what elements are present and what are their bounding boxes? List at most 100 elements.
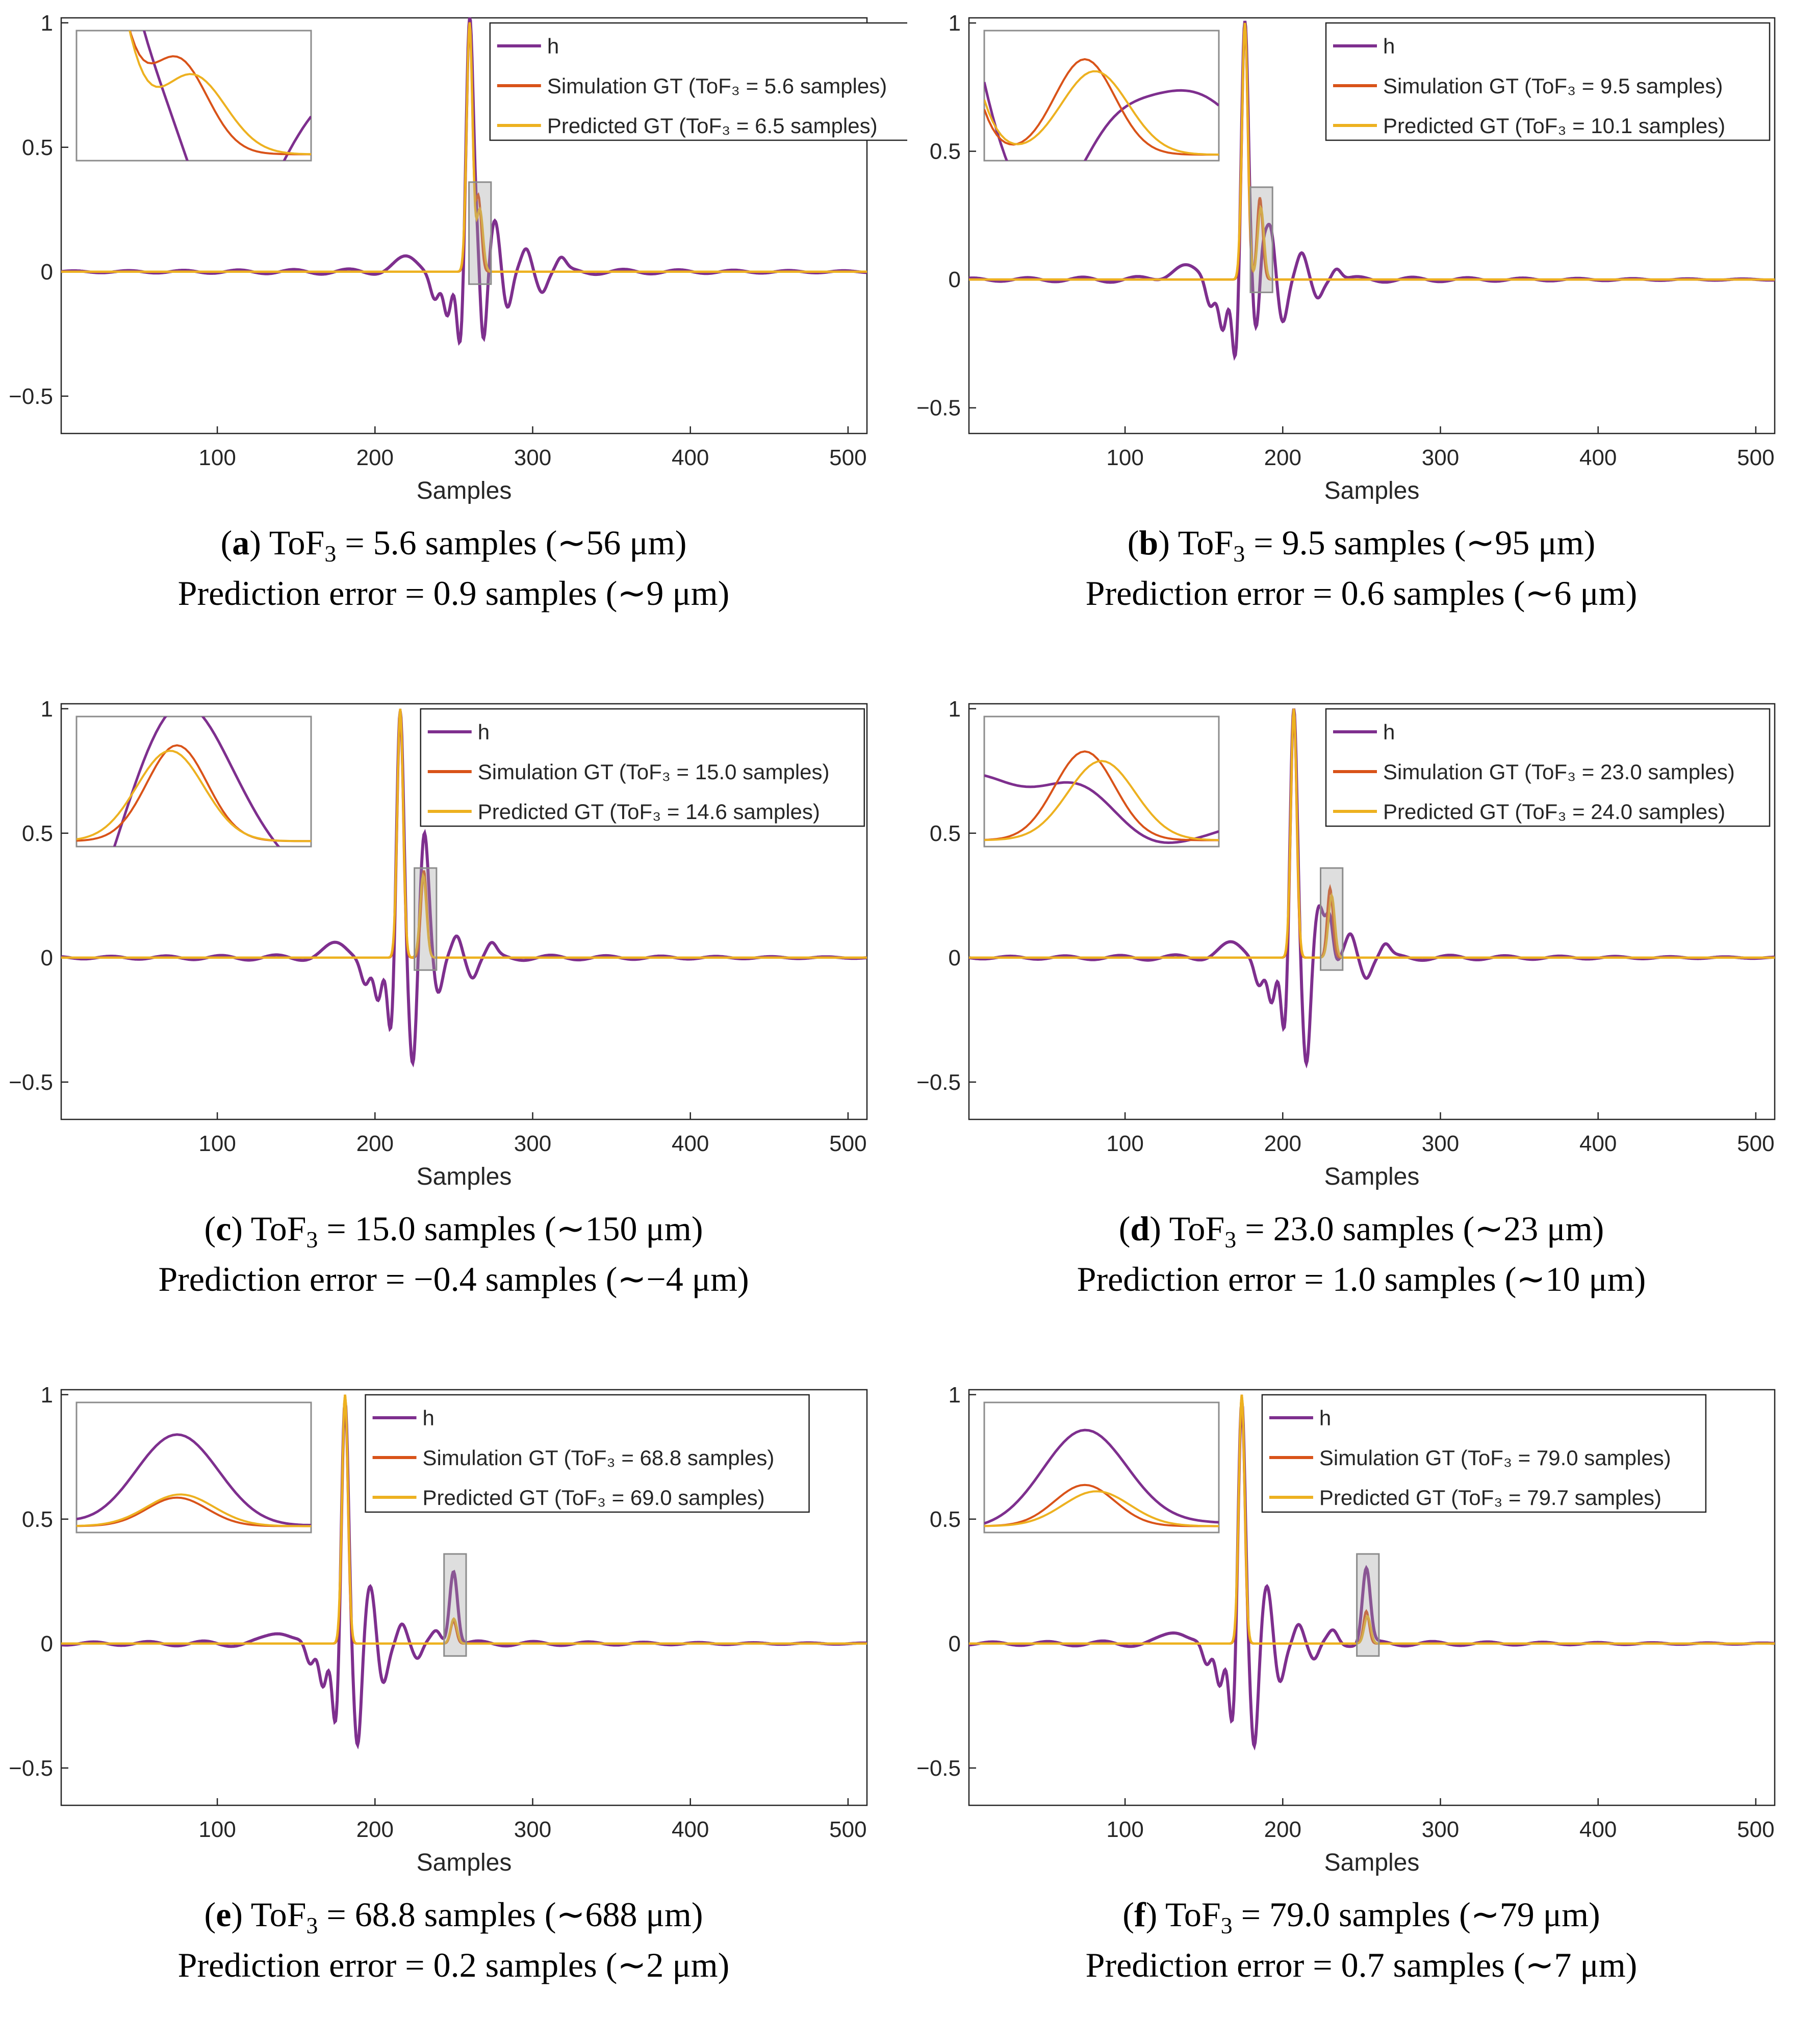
series-predicted-gt-line: [969, 1394, 1775, 1645]
panel-a: 100 200 300 400 500 −0.5 0 0.5 1 Samples h Simulati…: [0, 0, 907, 672]
x-tick-label: 400: [672, 445, 709, 470]
legend-entry: Predicted GT (ToF₃ = 69.0 samples): [423, 1486, 765, 1510]
chart-d: 100 200 300 400 500 −0.5 0 0.5 1 Samples h Simulati…: [916, 697, 1776, 1190]
x-tick-label: 100: [1106, 1131, 1143, 1156]
y-tick-label: 0: [41, 1631, 53, 1656]
y-tick-label: −0.5: [916, 1756, 961, 1781]
y-tick-label: 1: [41, 697, 53, 722]
x-tick-label: 300: [514, 445, 551, 470]
inset-predicted-gt-line: [984, 1490, 1219, 1527]
legend-entry: Predicted GT (ToF₃ = 10.1 samples): [1383, 114, 1725, 138]
y-tick-label: 1: [41, 11, 53, 36]
chart-a: 100 200 300 400 500 −0.5 0 0.5 1 Samples h Simulati…: [9, 11, 907, 504]
y-tick-label: 0.5: [930, 1507, 961, 1532]
x-tick-label: 100: [198, 1131, 236, 1156]
x-tick-label: 400: [1579, 445, 1617, 470]
panel-e: 100 200 300 400 500 −0.5 0 0.5 1 Samples h Simulati…: [0, 1372, 907, 2044]
x-tick-label: 200: [356, 1817, 394, 1842]
legend-entry: Simulation GT (ToF₃ = 9.5 samples): [1383, 74, 1723, 98]
x-tick-label: 500: [829, 1817, 866, 1842]
chart-c: 100 200 300 400 500 −0.5 0 0.5 1 Samples h Simulati…: [9, 697, 868, 1190]
legend-entry: h: [478, 720, 490, 744]
inset-predicted-gt-line: [984, 70, 1219, 156]
y-tick-label: 0: [41, 946, 53, 970]
x-tick-label: 200: [356, 1131, 394, 1156]
inset-plot: [983, 1401, 1220, 1534]
x-tick-label: 500: [1737, 445, 1774, 470]
legend-entry: h: [547, 34, 559, 58]
inset-plot: [75, 716, 312, 848]
inset-curves: [984, 750, 1219, 845]
legend-entry: Simulation GT (ToF₃ = 79.0 samples): [1319, 1446, 1671, 1470]
inset-predicted-gt-line: [76, 750, 311, 842]
legend-entry: Simulation GT (ToF₃ = 68.8 samples): [423, 1446, 775, 1470]
series-predicted-gt-line: [61, 1394, 867, 1645]
legend-entry: Predicted GT (ToF₃ = 79.7 samples): [1319, 1486, 1661, 1510]
x-tick-label: 200: [1264, 1131, 1301, 1156]
inset-curves: [984, 1428, 1219, 1527]
legend-entry: h: [1383, 720, 1395, 744]
y-tick-label: −0.5: [916, 396, 961, 421]
x-tick-label: 400: [1579, 1131, 1617, 1156]
x-tick-label: 500: [829, 1131, 866, 1156]
legend-entry: Simulation GT (ToF₃ = 5.6 samples): [547, 74, 887, 98]
series-predicted-gt-line: [61, 22, 867, 273]
x-axis-label: Samples: [417, 1849, 512, 1876]
panel-c: 100 200 300 400 500 −0.5 0 0.5 1 Samples h Simulati…: [0, 686, 907, 1358]
legend: [365, 1394, 810, 1513]
x-tick-label: 200: [1264, 445, 1301, 470]
x-tick-label: 200: [356, 445, 394, 470]
inset-predicted-gt-line: [76, 1493, 311, 1527]
legend-entry: h: [423, 1406, 434, 1430]
chart-e: 100 200 300 400 500 −0.5 0 0.5 1 Samples h Simulati…: [9, 1383, 868, 1876]
inset-h-line: [984, 82, 1219, 161]
chart-b: 100 200 300 400 500 −0.5 0 0.5 1 Samples h Simulati…: [916, 11, 1776, 504]
x-tick-label: 400: [672, 1817, 709, 1842]
y-tick-label: 1: [41, 1383, 53, 1408]
chart-f: 100 200 300 400 500 −0.5 0 0.5 1 Samples h Simulati…: [916, 1383, 1776, 1876]
inset-h-line: [984, 1428, 1219, 1525]
x-axis-label: Samples: [1324, 1163, 1420, 1190]
inset-h-line: [984, 774, 1219, 845]
legend-entry: h: [1319, 1406, 1331, 1430]
caption-f: (f) ToF3 = 79.0 samples (∼79 μm) Predict…: [1085, 1895, 1638, 1984]
x-axis-label: Samples: [1324, 1849, 1420, 1876]
y-tick-label: 0.5: [22, 821, 53, 846]
inset-simulation-gt-line: [984, 750, 1219, 841]
x-tick-label: 300: [514, 1817, 551, 1842]
y-tick-label: 0: [949, 1631, 961, 1656]
inset-curves: [76, 717, 311, 847]
legend: [1325, 22, 1771, 141]
x-tick-label: 300: [1422, 1131, 1459, 1156]
y-tick-label: −0.5: [9, 384, 53, 409]
x-axis-label: Samples: [1324, 477, 1420, 504]
y-tick-label: 0.5: [22, 1507, 53, 1532]
y-tick-label: −0.5: [916, 1070, 961, 1095]
legend-entry: Simulation GT (ToF₃ = 15.0 samples): [478, 760, 830, 784]
y-tick-label: 0: [949, 946, 961, 970]
x-tick-label: 100: [1106, 445, 1143, 470]
legend-entry: Predicted GT (ToF₃ = 14.6 samples): [478, 800, 820, 824]
legend: [1261, 1394, 1707, 1513]
caption-e: (e) ToF3 = 68.8 samples (∼688 μm) Predic…: [177, 1895, 730, 1984]
y-tick-label: 0: [949, 267, 961, 292]
legend: [489, 22, 907, 141]
y-tick-label: 1: [949, 697, 961, 722]
y-tick-label: 0: [41, 260, 53, 285]
inset-h-line: [76, 1433, 311, 1526]
x-tick-label: 200: [1264, 1817, 1301, 1842]
inset-plot: [75, 30, 312, 162]
zoom-region-box: [468, 181, 492, 285]
inset-predicted-gt-line: [129, 31, 311, 156]
x-tick-label: 400: [672, 1131, 709, 1156]
zoom-region-box: [414, 867, 438, 971]
x-tick-label: 300: [1422, 1817, 1459, 1842]
caption-a: (a) ToF3 = 5.6 samples (∼56 μm) Predicti…: [177, 523, 730, 612]
series-predicted-gt-line: [969, 708, 1775, 959]
x-tick-label: 500: [1737, 1817, 1774, 1842]
y-tick-label: −0.5: [9, 1070, 53, 1095]
inset-simulation-gt-line: [129, 31, 311, 156]
x-tick-label: 300: [514, 1131, 551, 1156]
inset-curves: [984, 58, 1219, 161]
x-tick-label: 100: [198, 445, 236, 470]
